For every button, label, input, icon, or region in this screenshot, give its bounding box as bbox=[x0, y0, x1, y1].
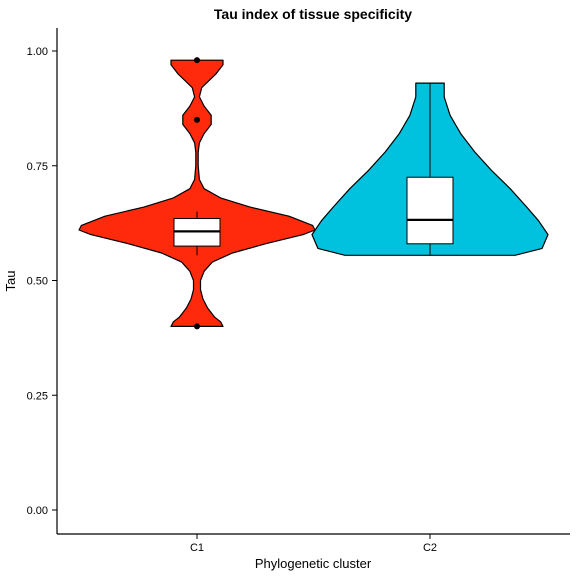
box-c2 bbox=[406, 176, 454, 245]
y-axis-title: Tau bbox=[3, 271, 18, 292]
violin-c1 bbox=[78, 59, 316, 327]
outlier-point bbox=[194, 57, 200, 64]
y-axis-ticks: 0.00 0.25 0.50 0.75 1.00 bbox=[27, 46, 57, 517]
outlier-point bbox=[194, 116, 200, 123]
y-tick-label: 0.00 bbox=[27, 505, 48, 517]
y-tick-label: 0.75 bbox=[27, 161, 48, 173]
plot-area bbox=[78, 57, 549, 330]
y-tick-label: 0.25 bbox=[27, 390, 48, 402]
x-tick-label: C1 bbox=[190, 542, 204, 554]
chart-title: Tau index of tissue specificity bbox=[214, 6, 412, 22]
x-axis-title: Phylogenetic cluster bbox=[255, 556, 372, 571]
x-axis-ticks: C1 C2 bbox=[190, 534, 437, 554]
outlier-point bbox=[194, 323, 200, 330]
y-tick-label: 0.50 bbox=[27, 276, 48, 288]
y-tick-label: 1.00 bbox=[27, 46, 48, 58]
x-tick-label: C2 bbox=[423, 542, 437, 554]
